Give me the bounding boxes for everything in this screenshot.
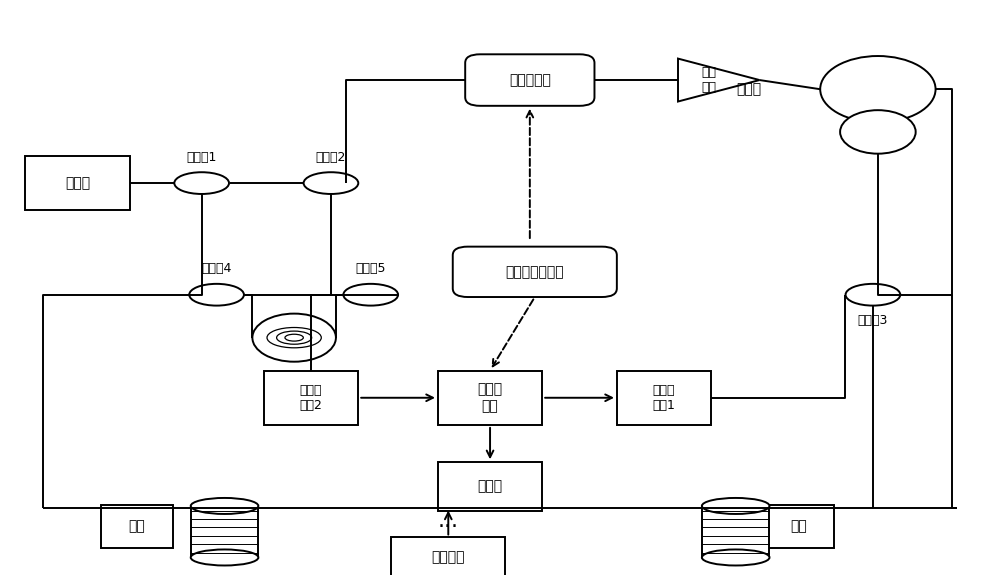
Text: 数据采
集卡: 数据采 集卡: [477, 383, 503, 413]
Ellipse shape: [304, 172, 358, 194]
Text: 脉冲信号发生器: 脉冲信号发生器: [505, 265, 564, 279]
Bar: [25, 156, 130, 210]
Text: 耦合器5: 耦合器5: [355, 262, 386, 275]
Ellipse shape: [191, 498, 258, 514]
Circle shape: [252, 314, 336, 362]
Text: 光纤: 光纤: [129, 520, 145, 533]
Text: 施加振动: 施加振动: [432, 550, 465, 564]
Ellipse shape: [846, 284, 900, 306]
Ellipse shape: [189, 284, 244, 306]
Polygon shape: [678, 58, 760, 102]
Ellipse shape: [702, 498, 769, 514]
Text: 光纤: 光纤: [790, 520, 807, 533]
Ellipse shape: [343, 284, 398, 306]
Text: 环形器: 环形器: [736, 82, 761, 96]
Ellipse shape: [702, 550, 769, 565]
FancyBboxPatch shape: [453, 247, 617, 297]
Bar: [391, 538, 505, 576]
Text: 耦合器2: 耦合器2: [316, 151, 346, 164]
Text: 处理器: 处理器: [477, 480, 503, 494]
Text: 光电探
测器1: 光电探 测器1: [653, 384, 676, 412]
Text: 耦合器4: 耦合器4: [201, 262, 232, 275]
Circle shape: [820, 56, 936, 123]
Text: 声光调制器: 声光调制器: [509, 73, 551, 87]
Text: 激光器: 激光器: [65, 176, 90, 190]
Bar: [438, 370, 542, 425]
Bar: [763, 505, 834, 548]
Bar: [617, 370, 711, 425]
Text: ···: ···: [438, 517, 459, 536]
Bar: [264, 370, 358, 425]
Text: 光放
大器: 光放 大器: [701, 66, 716, 94]
Ellipse shape: [191, 550, 258, 565]
Text: 耦合器1: 耦合器1: [186, 151, 217, 164]
Text: 耦合器3: 耦合器3: [858, 314, 888, 327]
Bar: [702, 506, 769, 557]
Bar: [101, 505, 173, 548]
FancyBboxPatch shape: [465, 54, 594, 106]
Bar: [191, 506, 258, 557]
Ellipse shape: [174, 172, 229, 194]
Bar: [438, 462, 542, 511]
Circle shape: [840, 110, 916, 154]
Text: 光电探
测器2: 光电探 测器2: [300, 384, 322, 412]
